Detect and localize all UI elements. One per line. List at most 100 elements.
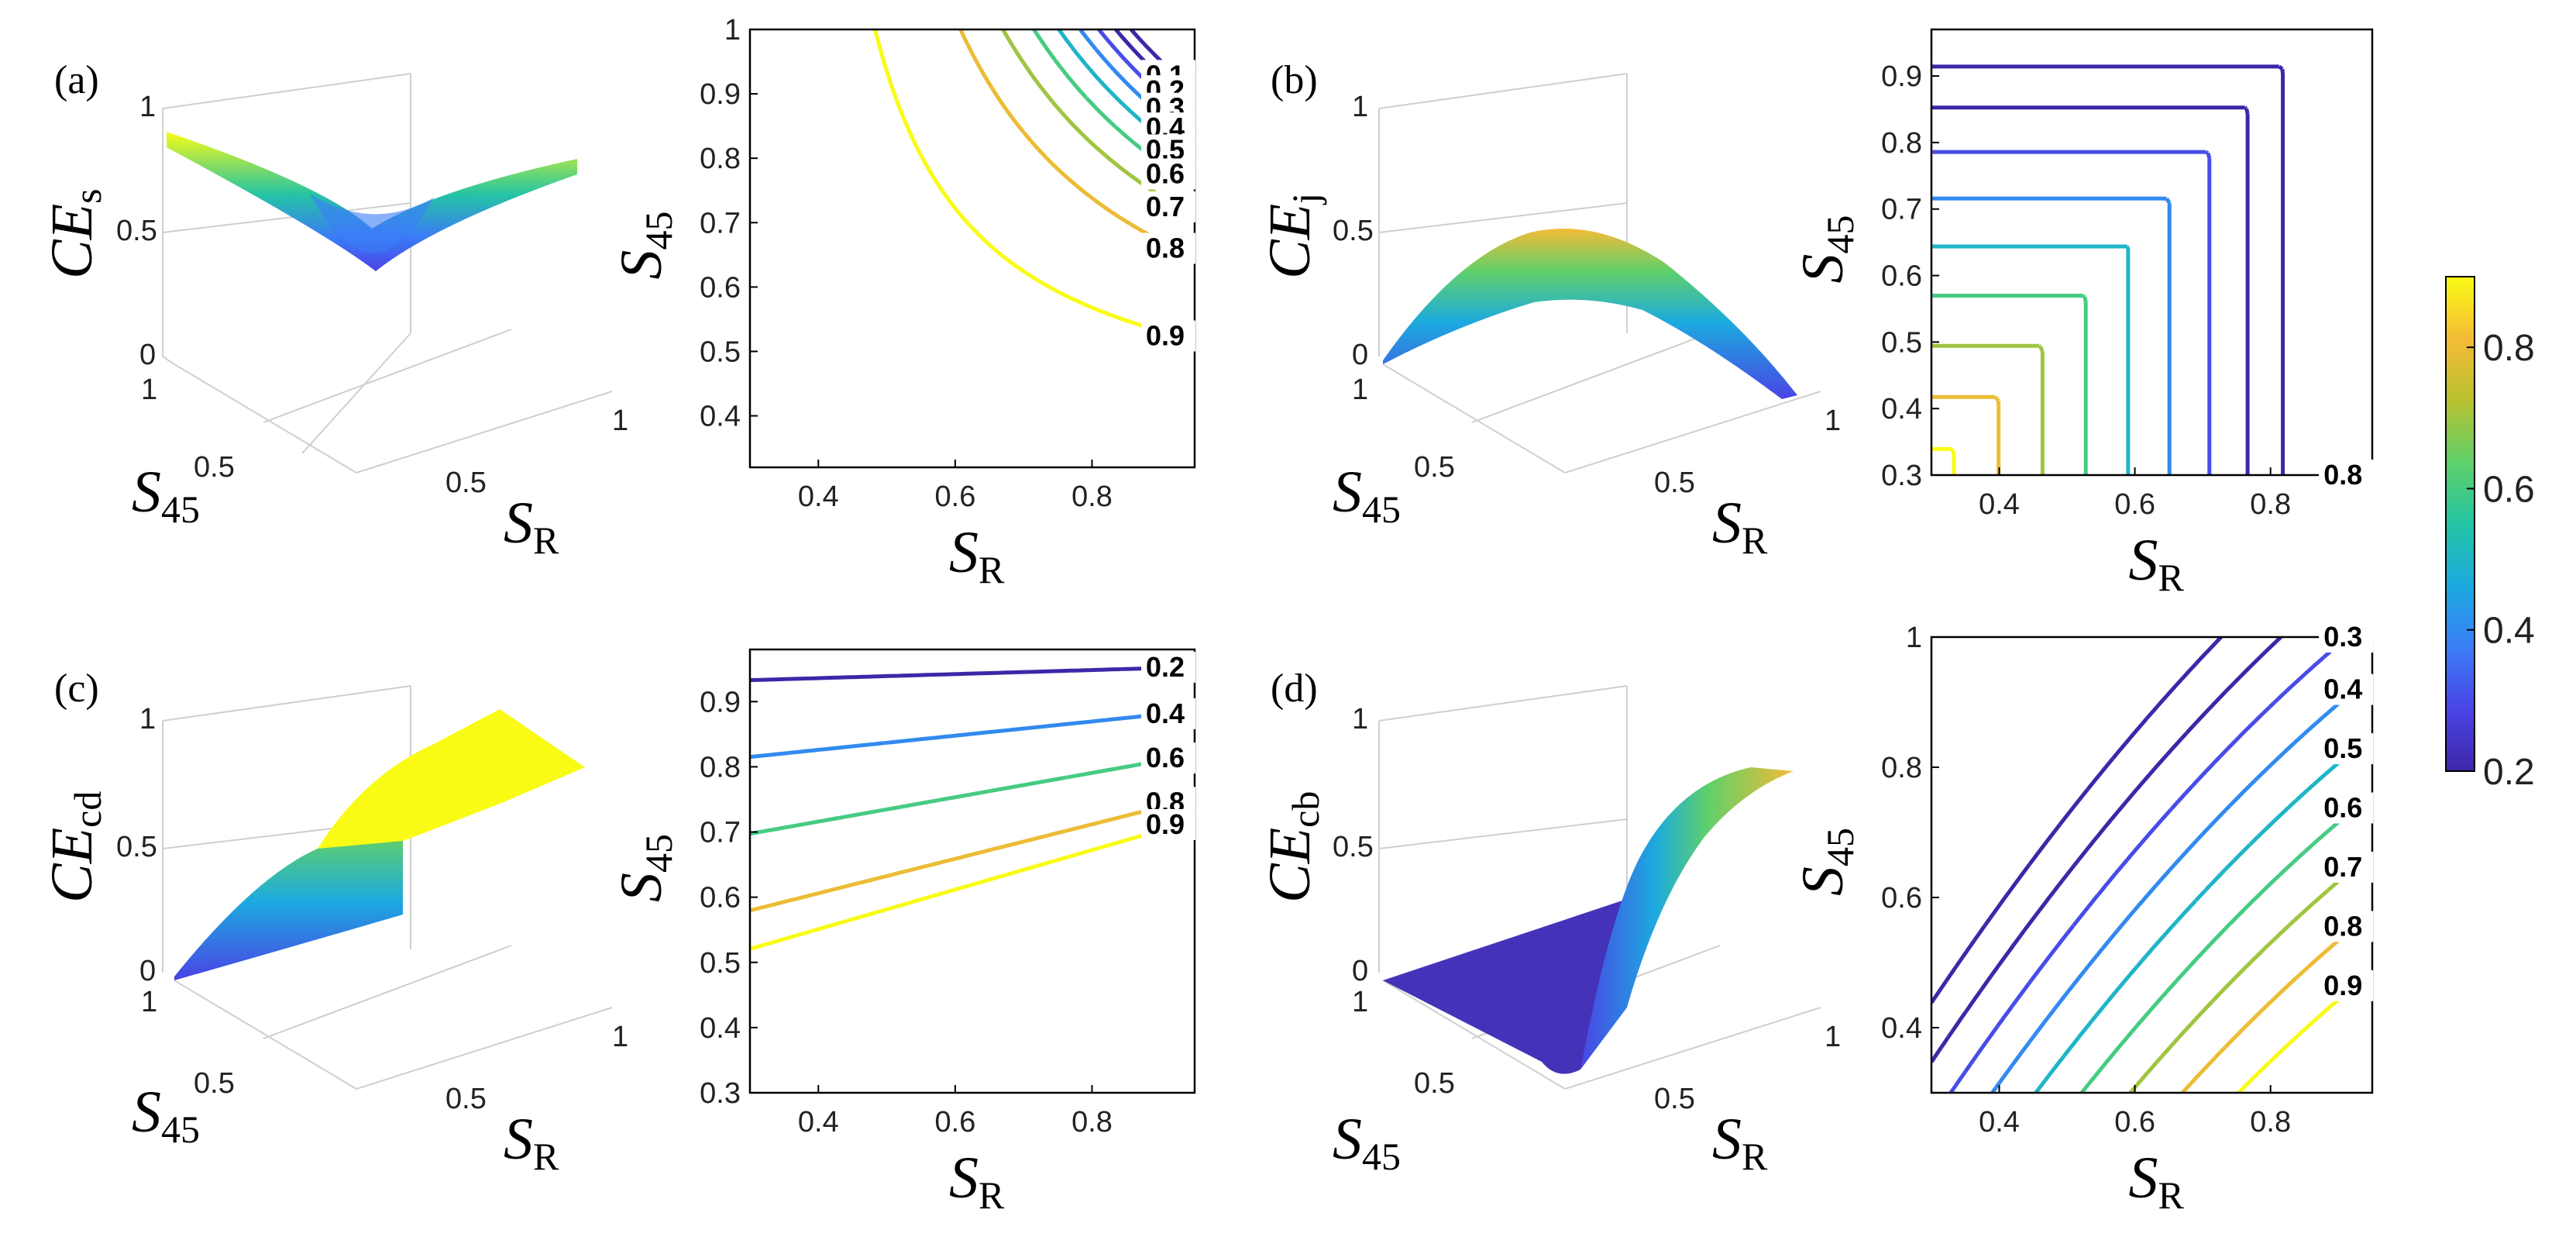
xtick-a-2: 1 — [612, 405, 628, 437]
surface-dip-a — [310, 194, 434, 253]
surface-d: (d) 1 0.5 0 1 0.5 0.5 1 CEcb S45 SR — [1257, 667, 1841, 1178]
contour-line-0.4 — [1990, 673, 2372, 1093]
y-tick-label: 0.7 — [700, 207, 741, 239]
plot-frame — [748, 648, 1196, 1094]
contour-label: 0.9 — [2323, 970, 2362, 1001]
xtick-b-1: 0.5 — [1654, 467, 1695, 499]
contour-panel-d: 0.10.20.30.40.50.60.70.80.90.40.60.80.40… — [1790, 621, 2374, 1217]
contour-lines-c — [750, 665, 1195, 951]
zlabel-a: CEs — [40, 188, 109, 279]
xtick-d-2: 1 — [1825, 1021, 1841, 1053]
ylabel-3d-b: S45 — [1333, 460, 1401, 531]
colorbar-gradient — [2445, 276, 2475, 772]
contour-line-0.2 — [1931, 637, 2282, 1063]
y-tick-label: 0.8 — [1881, 127, 1922, 160]
axes-box-c — [162, 685, 613, 1090]
x-tick-label: 0.4 — [1979, 488, 2020, 521]
contour-label: 0.6 — [2323, 792, 2362, 824]
y-tick-label: 0.4 — [1881, 1012, 1922, 1045]
xlabel-3d-a: SR — [504, 491, 559, 562]
xtick-d-1: 0.5 — [1654, 1083, 1695, 1115]
xlabel-3d-d: SR — [1712, 1107, 1768, 1178]
surface-b: (b) 1 0.5 0 1 0.5 0.5 1 CEj S45 SR — [1257, 58, 1841, 562]
contour-label: 0.9 — [1146, 808, 1185, 840]
ytick-c-1: 1 — [141, 986, 157, 1018]
surface-mesh-d-ridge — [1580, 767, 1794, 1070]
xtick-c-2: 1 — [612, 1021, 628, 1053]
colorbar-tick-label: 0.6 — [2483, 469, 2535, 510]
ztick-b-3: 0 — [1352, 339, 1368, 371]
contour-label-bg — [1141, 698, 1196, 729]
ztick-d-1: 1 — [1352, 703, 1368, 735]
contour-line-0.5 — [2034, 733, 2372, 1093]
ztick-c-1: 1 — [139, 703, 156, 735]
contour-label-bg — [2319, 792, 2374, 824]
contour-lines-d — [1931, 637, 2372, 1093]
colorbar-ticks: 0.2 0.4 0.6 0.8 — [2467, 328, 2535, 793]
contour-line-0.4 — [750, 708, 1195, 760]
y-axis-label: S45 — [1790, 215, 1862, 284]
x-tick-label: 0.6 — [935, 481, 976, 513]
x-tick-label: 0.4 — [798, 1106, 839, 1138]
surface-mesh-b — [1383, 229, 1797, 399]
x-axis-label: SR — [949, 520, 1005, 591]
contour-line-0.2 — [750, 665, 1195, 683]
x-tick-label: 0.4 — [1979, 1106, 2020, 1138]
contour-line-0.9 — [1931, 446, 1956, 475]
ytick-b-1: 1 — [1352, 374, 1368, 406]
x-tick-label: 0.4 — [798, 481, 839, 513]
ylabel-3d-d: S45 — [1333, 1107, 1401, 1178]
y-axis-label: S45 — [1790, 828, 1862, 896]
contour-line-0.7 — [1931, 343, 2045, 475]
ztick-b-2: 0.5 — [1333, 215, 1374, 247]
ytick-b-2: 0.5 — [1414, 451, 1455, 484]
y-tick-label: 0.4 — [700, 401, 741, 433]
contour-line-0.4 — [1931, 196, 2172, 475]
panel-label-b: (b) — [1271, 58, 1318, 102]
colorbar-tick-label: 0.2 — [2483, 752, 2535, 793]
contour-line-0.5 — [1931, 244, 2131, 475]
y-tick-label: 0.9 — [700, 686, 741, 718]
ytick-a-1: 1 — [141, 374, 157, 406]
contour-label: 0.6 — [1146, 742, 1185, 773]
contour-label-bg — [1141, 320, 1196, 352]
surface-c: (c) 1 0.5 0 1 0.5 0.5 1 CEcd S45 SR — [40, 667, 628, 1178]
contour-label: 0.8 — [2323, 910, 2362, 942]
xlabel-3d-b: SR — [1712, 491, 1768, 562]
x-axis-label: SR — [949, 1145, 1005, 1217]
ylabel-3d-c: S45 — [132, 1080, 200, 1151]
contour-label: 0.6 — [1146, 157, 1185, 189]
contour-line-0.8 — [1931, 394, 2001, 475]
x-tick-label: 0.8 — [2250, 1106, 2291, 1138]
contour-label-bg — [1141, 651, 1196, 683]
ztick-a-2: 0.5 — [116, 215, 157, 247]
surface-mesh-c-low — [174, 836, 403, 980]
ytick-a-2: 0.5 — [194, 451, 235, 484]
contour-line-0.6 — [750, 753, 1195, 836]
contour-label: 0.2 — [1146, 651, 1185, 683]
contour-line-0.8 — [750, 796, 1195, 913]
y-tick-label: 0.8 — [700, 143, 741, 175]
contour-line-0.3 — [1931, 150, 2212, 475]
contour-label-bg — [2319, 911, 2374, 942]
contour-label-bg — [2319, 460, 2374, 491]
y-tick-label: 0.8 — [1881, 752, 1922, 784]
contour-label-bg — [2319, 733, 2374, 765]
y-tick-label: 1 — [724, 14, 741, 47]
colorbar: 0.2 0.4 0.6 0.8 — [2445, 276, 2535, 793]
y-tick-label: 0.3 — [1881, 460, 1922, 492]
xtick-c-1: 0.5 — [445, 1083, 487, 1115]
contour-label-bg — [1141, 233, 1196, 264]
contour-label: 0.8 — [1146, 233, 1185, 264]
ztick-d-3: 0 — [1352, 955, 1368, 987]
surface-a: (a) 1 0.5 0 1 0.5 0.5 1 CEs S45 SR — [40, 58, 628, 562]
xlabel-3d-c: SR — [504, 1107, 559, 1178]
y-tick-label: 0.5 — [700, 947, 741, 980]
x-tick-label: 0.8 — [1071, 481, 1113, 513]
contour-label-bg — [2319, 673, 2374, 705]
ytick-d-1: 1 — [1352, 986, 1368, 1018]
zlabel-b: CEj — [1257, 193, 1327, 279]
ztick-b-1: 1 — [1352, 91, 1368, 123]
x-tick-label: 0.6 — [935, 1106, 976, 1138]
contour-label: 0.3 — [2323, 621, 2362, 653]
